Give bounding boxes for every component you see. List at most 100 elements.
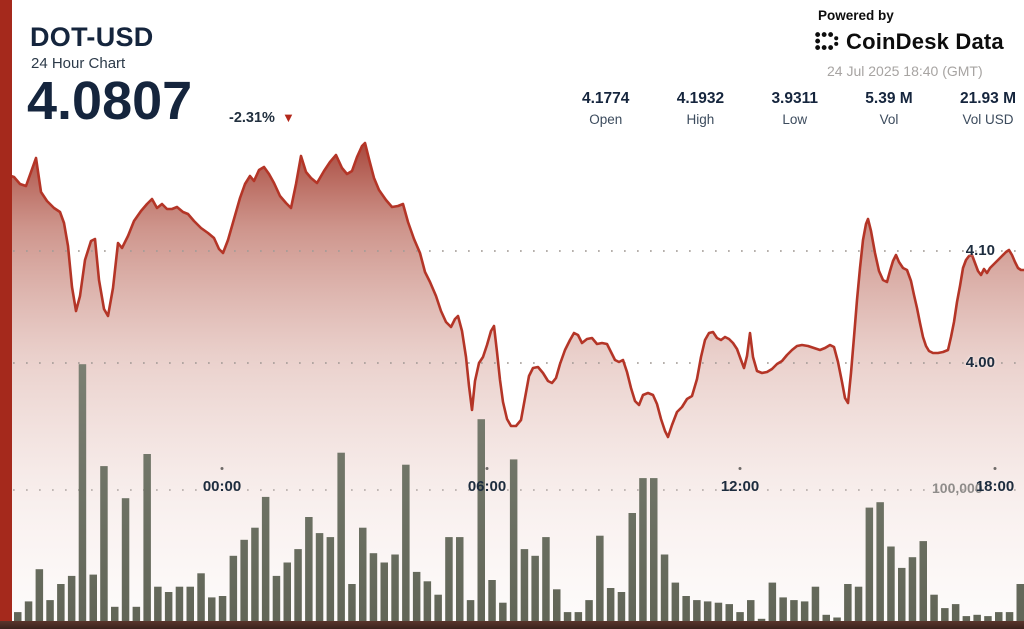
volume-bar [919, 541, 927, 622]
volume-bar [563, 612, 572, 622]
volume-bar [251, 527, 259, 622]
volume-bar [628, 513, 636, 622]
time-tick-0600: 06:00 [467, 478, 507, 495]
stat-open-label: Open [589, 112, 623, 127]
volume-bar [908, 557, 917, 622]
volume-bar [941, 608, 949, 622]
volume-bar [380, 562, 388, 622]
volume-bar [218, 596, 227, 622]
volume-bar [197, 573, 205, 622]
volume-bar [423, 581, 432, 622]
volume-bar [294, 549, 302, 622]
stat-high: 4.1932 High [677, 90, 724, 127]
volume-bar [261, 496, 270, 622]
volume-bar [736, 612, 744, 622]
volume-bar [24, 601, 33, 622]
volume-bar [1016, 584, 1024, 622]
price-line [0, 141, 1024, 439]
volume-bar [337, 452, 345, 622]
volume-bar [703, 601, 712, 622]
volume-bar [154, 586, 162, 622]
volume-bar [488, 580, 496, 622]
stat-low-label: Low [782, 112, 808, 127]
volume-bar [682, 596, 690, 622]
volume-bar [833, 617, 841, 622]
volume-bar [844, 584, 852, 622]
volume-bar [865, 507, 874, 622]
volume-bar [553, 589, 561, 622]
volume-bar [757, 618, 766, 622]
volume-bar [876, 502, 884, 622]
price-change: -2.31% ▼ [229, 110, 295, 126]
volume-bar [617, 592, 626, 622]
left-accent-bar [0, 0, 12, 621]
coindesk-data-logo: CoinDesk Data [813, 29, 1004, 55]
volume-bar [143, 454, 151, 622]
volume-bar [973, 614, 981, 622]
volume-bars [14, 364, 1024, 622]
bottom-strip [0, 621, 1024, 629]
volume-bar [391, 554, 399, 622]
gridlines [0, 250, 1024, 491]
volume-bar [660, 554, 669, 622]
stat-vol-label: Vol [879, 112, 899, 127]
volume-bar [779, 597, 787, 622]
volume-bar [509, 459, 518, 622]
stat-open: 4.1774 Open [582, 90, 629, 127]
volume-bar [456, 537, 464, 622]
stat-vol-value: 5.39 M [865, 90, 913, 107]
volume-bar [585, 600, 593, 622]
price-tick-4-00: 4.00 [965, 354, 995, 371]
coindesk-logo-icon [815, 32, 839, 50]
volume-bar [951, 604, 960, 622]
volume-bar [606, 588, 615, 622]
volume-bar [499, 602, 507, 622]
volume-bar [822, 614, 830, 622]
volume-bar [811, 586, 820, 622]
volume-bar [574, 612, 583, 622]
price-tick-4-10: 4.10 [965, 242, 995, 259]
volume-bar [790, 600, 798, 622]
volume-bar [359, 527, 367, 622]
volume-bar [747, 600, 755, 622]
volume-bar [477, 419, 485, 622]
volume-bar [78, 364, 87, 622]
volume-bar [434, 594, 442, 622]
stat-vol: 5.39 M Vol [865, 90, 912, 127]
price-area-fill [0, 143, 1024, 622]
volume-bar [121, 498, 130, 622]
volume-bar [272, 575, 281, 622]
volume-bar [315, 533, 324, 622]
volume-bar [402, 464, 410, 622]
volume-bar [995, 612, 1003, 622]
change-percent: -2.31% [229, 110, 275, 126]
volume-bar [305, 517, 313, 622]
volume-bar [132, 606, 141, 622]
volume-bar [693, 600, 701, 622]
volume-bar [283, 562, 291, 622]
volume-bar [35, 569, 44, 622]
stat-vol-usd-value: 21.93 M [959, 90, 1016, 107]
volume-bar [164, 592, 173, 622]
volume-bar [326, 537, 335, 622]
stat-high-label: High [686, 112, 715, 127]
volume-bar [725, 604, 733, 622]
stat-high-value: 4.1932 [676, 90, 725, 107]
volume-bar [984, 616, 992, 622]
volume-bar [186, 586, 194, 622]
volume-bar [650, 478, 658, 622]
brand-name: CoinDesk Data [846, 29, 1004, 54]
stat-low: 3.9311 Low [771, 90, 818, 127]
volume-bar [348, 584, 356, 622]
powered-by-label: Powered by [818, 8, 894, 23]
volume-bar [412, 571, 421, 622]
down-triangle-icon: ▼ [281, 110, 295, 125]
volume-bar [208, 597, 216, 622]
volume-bar [111, 606, 119, 622]
volume-bar [639, 478, 647, 622]
volume-bar [531, 555, 539, 622]
volume-bar [240, 539, 248, 622]
volume-bar [962, 616, 971, 622]
